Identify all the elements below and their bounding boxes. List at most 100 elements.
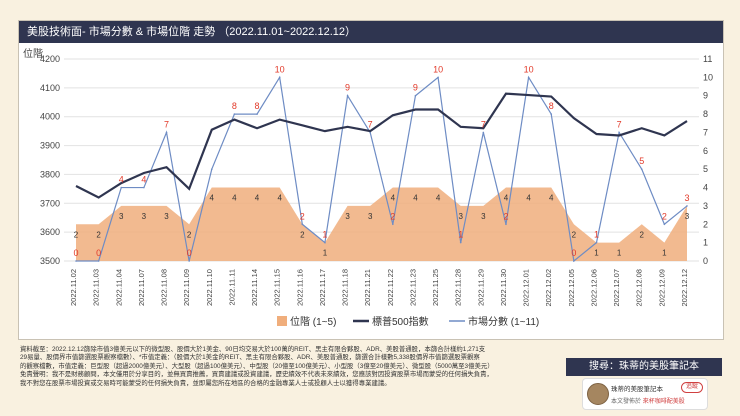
score-label: 9 [345, 83, 350, 93]
x-tick-label: 2022.11.02 [69, 269, 78, 306]
score-label: 10 [433, 64, 443, 74]
score-point [346, 94, 349, 97]
score-label: 8 [232, 101, 237, 111]
legend-label-score: 市場分數 (1~11) [468, 315, 539, 328]
y-tick-label: 3600 [40, 227, 60, 237]
chart-title: 美股技術面- 市場分數 & 市場位階 走勢 （2022.11.01~2022.1… [19, 21, 723, 43]
y-tick-label: 4200 [40, 54, 60, 64]
x-tick-label: 2022.12.08 [635, 269, 644, 307]
y-tick-label: 3800 [40, 169, 60, 179]
level-area [76, 187, 687, 261]
score-label: 7 [481, 119, 486, 129]
score-point [233, 113, 236, 115]
follow-button[interactable]: 追蹤 [680, 382, 703, 393]
score-point [75, 260, 77, 262]
score-label: 10 [275, 64, 285, 74]
score-point [573, 260, 575, 262]
avatar[interactable] [587, 383, 609, 405]
x-tick-label: 2022.11.10 [205, 269, 214, 306]
x-tick-label: 2022.11.22 [386, 269, 395, 306]
x-tick-label: 2022.12.02 [544, 269, 553, 307]
level-label: 3 [164, 212, 169, 221]
level-label: 4 [277, 194, 282, 203]
score-point [165, 131, 168, 134]
legend-swatch-level [277, 316, 287, 326]
level-label: 2 [300, 230, 305, 239]
level-label: 1 [594, 249, 599, 258]
author-name[interactable]: 珠蒂的美股筆記本 [611, 386, 663, 393]
score-label: 1 [458, 230, 463, 240]
score-label: 1 [594, 230, 599, 240]
x-tick-label: 2022.11.29 [476, 269, 485, 306]
level-label: 4 [391, 194, 396, 203]
score-point [301, 223, 304, 226]
x-tick-label: 2022.12.07 [612, 269, 621, 307]
footnote-line: 資料截至：2022.12.12篩除市值3億美元以下的微型股、股價大於1美金、90… [20, 346, 486, 353]
y-tick-label: 3500 [40, 256, 60, 266]
score-label: 8 [255, 101, 260, 111]
y2-tick-label: 4 [703, 183, 708, 193]
score-point [143, 186, 145, 189]
x-tick-label: 2022.11.25 [431, 269, 440, 306]
score-label: 2 [390, 211, 395, 221]
level-label: 2 [572, 230, 577, 239]
level-label: 4 [413, 194, 418, 203]
score-point [640, 168, 643, 170]
level-label: 3 [345, 212, 350, 221]
score-label: 7 [617, 119, 622, 129]
y2-tick-label: 6 [703, 146, 708, 156]
level-label: 1 [617, 249, 622, 258]
x-tick-label: 2022.11.08 [160, 269, 169, 306]
author-card[interactable]: 珠蒂的美股筆記本 追蹤 本文發佈於 來杯咖啡配美股 [582, 378, 708, 410]
published-link[interactable]: 來杯咖啡配美股 [642, 399, 685, 405]
score-label: 1 [322, 230, 327, 240]
level-label: 4 [232, 194, 237, 203]
legend-label-index: 標普500指數 [372, 315, 429, 328]
x-tick-label: 2022.11.07 [137, 269, 146, 306]
x-tick-label: 2022.11.11 [227, 269, 236, 305]
score-label: 2 [300, 211, 305, 221]
y2-tick-label: 2 [703, 219, 708, 229]
score-point [188, 260, 190, 262]
score-point [618, 131, 620, 134]
score-label: 5 [639, 156, 644, 166]
y-tick-label: 4000 [40, 112, 60, 122]
score-point [120, 186, 123, 189]
search-banner[interactable]: 搜尋：珠蒂的美股筆記本 [566, 358, 722, 376]
x-tick-label: 2022.11.16 [295, 269, 304, 306]
level-label: 2 [640, 230, 645, 239]
level-label: 3 [119, 212, 124, 221]
score-point [505, 223, 507, 226]
score-point [459, 241, 462, 244]
level-label: 3 [458, 212, 463, 221]
y-tick-label: 3900 [40, 141, 60, 151]
score-point [97, 260, 100, 262]
y2-tick-label: 9 [703, 91, 708, 101]
score-point [527, 76, 530, 79]
chart-panel: 美股技術面- 市場分數 & 市場位階 走勢 （2022.11.01~2022.1… [18, 20, 724, 340]
score-point [210, 168, 213, 170]
legend-label-level: 位階 (1~5) [290, 315, 336, 328]
score-point [414, 94, 417, 97]
footnote-line: 29易量、股價界市值篩選股票觀察檔數）、*市值定義：（股價大於1美金的REIT、… [20, 354, 480, 362]
level-label: 1 [323, 249, 328, 258]
x-tick-label: 2022.12.01 [522, 269, 531, 307]
x-tick-label: 2022.12.09 [657, 269, 666, 307]
y-tick-label: 3700 [40, 198, 60, 208]
level-label: 4 [504, 194, 509, 203]
disclaimer-line: 我不對您在股票市場投資或交易時可能蒙受的任何損失負責，並即屬您所在地區的合格的金… [20, 379, 391, 387]
score-label: 4 [119, 175, 124, 185]
x-tick-label: 2022.12.05 [567, 269, 576, 307]
score-point [595, 241, 598, 244]
score-point [324, 241, 326, 244]
x-tick-label: 2022.11.28 [454, 269, 463, 306]
level-label: 4 [526, 194, 531, 203]
y2-tick-label: 1 [703, 238, 708, 248]
score-label: 8 [549, 101, 554, 111]
score-line [76, 75, 688, 263]
x-tick-label: 2022.11.30 [499, 269, 508, 306]
score-point [686, 205, 688, 207]
score-label: 2 [662, 211, 667, 221]
score-label: 2 [503, 211, 508, 221]
y2-tick-label: 7 [703, 127, 708, 137]
